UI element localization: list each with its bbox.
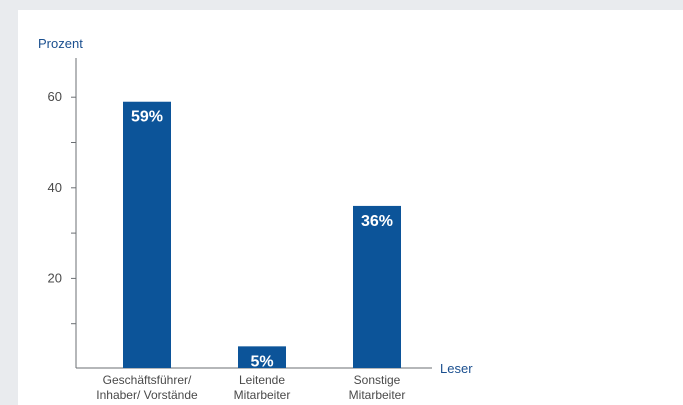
x-axis-title: Leser — [440, 361, 473, 376]
bar — [353, 205, 401, 368]
y-tick-label: 60 — [48, 89, 62, 104]
bar — [123, 101, 171, 368]
category-label: Leitende Mitarbeiter — [234, 373, 291, 402]
category-label: Geschäftsführer/Inhaber/ Vorstände — [96, 373, 198, 402]
category-label: Sonstige Mitarbeiter — [349, 373, 406, 402]
bar-value-label: 59% — [131, 109, 163, 126]
category-label-line: Mitarbeiter — [234, 388, 291, 402]
bar — [238, 346, 286, 368]
category-label-line: Geschäftsführer/ — [103, 373, 192, 387]
category-label-line: Mitarbeiter — [349, 388, 406, 402]
category-label-line: Inhaber/ Vorstände — [96, 388, 198, 402]
category-label-line: Sonstige — [354, 373, 401, 387]
category-label-line: Leitende — [239, 373, 285, 387]
bars: 59% 5% 36% — [123, 101, 401, 370]
y-axis-title: Prozent — [38, 36, 83, 51]
bar-value-label: 36% — [361, 213, 393, 230]
y-tick-label: 40 — [48, 180, 62, 195]
bar-value-label: 5% — [250, 353, 273, 370]
y-tick-label: 20 — [48, 270, 62, 285]
y-ticks: 20 40 60 — [48, 89, 76, 325]
category-labels: Geschäftsführer/Inhaber/ Vorstände Leiten… — [96, 373, 405, 402]
chart-panel: Prozent Leser 20 40 60 59% 5% 36% Geschäftsf… — [18, 10, 683, 405]
